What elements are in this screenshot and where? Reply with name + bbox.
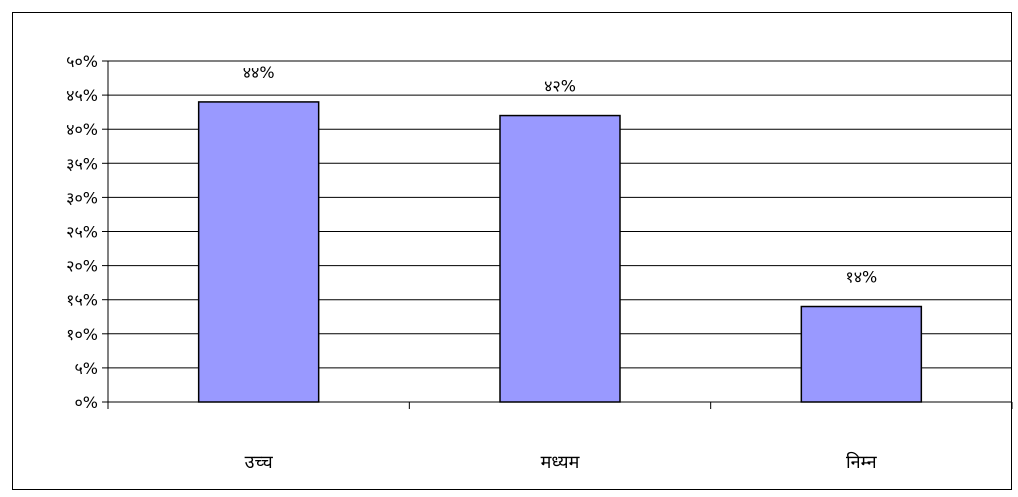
bar-2 [499, 114, 621, 403]
y-tick-label: ३५% [66, 154, 98, 173]
y-tick-label: ४५% [66, 86, 98, 105]
y-tick-label: ५०% [66, 52, 98, 71]
bars [197, 101, 923, 403]
y-tick-label: १५% [66, 291, 98, 310]
bar-1 [197, 101, 320, 403]
data-label-3: १४% [845, 268, 877, 287]
bar-3 [800, 305, 923, 403]
y-tick-label: २५% [66, 223, 98, 242]
y-tick-label: १०% [66, 325, 98, 344]
y-tick-label: ३०% [66, 188, 98, 207]
category-label-3: निम्न [846, 451, 878, 473]
data-label-2: ४२% [544, 77, 576, 96]
labels: ०% ५% १०% १५% २०% २५% ३०% ३५% ४०% ४५% ५०% ४४% उच्च ४२… [66, 52, 878, 473]
y-tick-label: ०% [74, 393, 98, 412]
y-tick-label: ५% [74, 359, 98, 378]
data-label-1: ४४% [243, 63, 275, 82]
category-label-1: उच्च [245, 452, 274, 473]
category-label-2: मध्यम [541, 452, 581, 473]
y-tick-label: २०% [66, 257, 98, 276]
y-tick-label: ४०% [66, 120, 98, 139]
